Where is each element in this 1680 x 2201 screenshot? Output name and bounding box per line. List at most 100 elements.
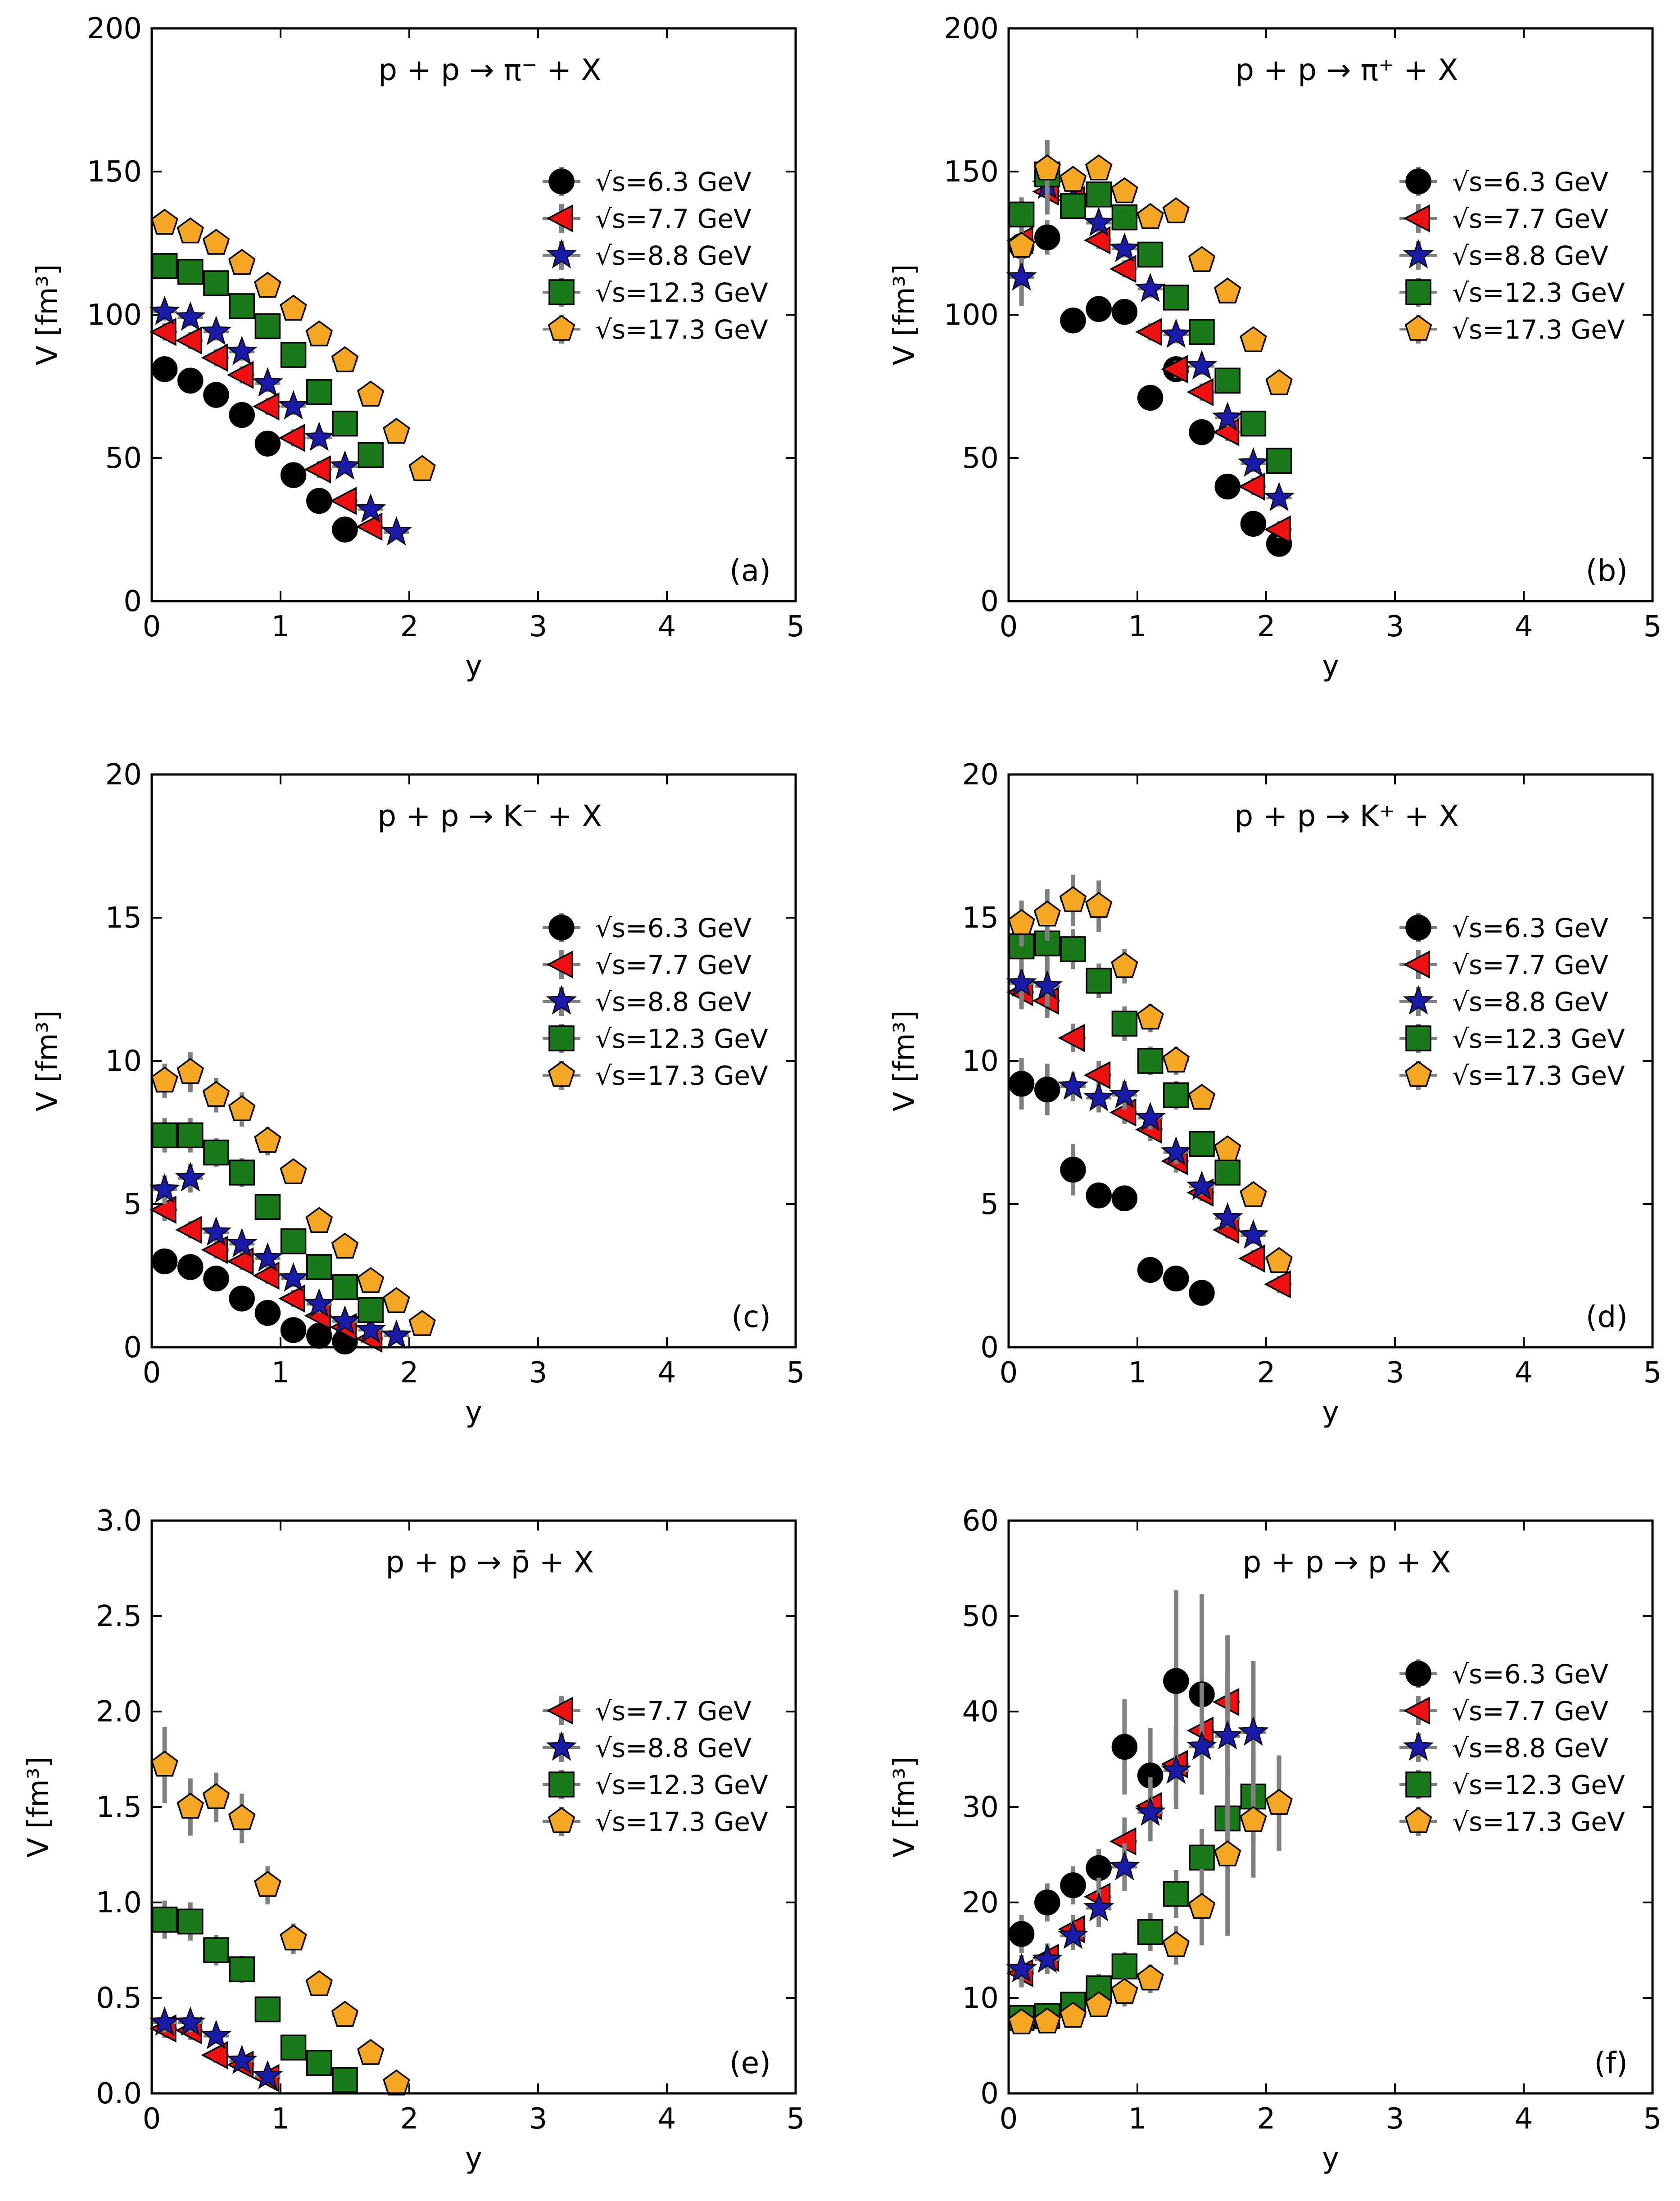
legend-label: √s=8.8 GeV xyxy=(595,987,752,1017)
data-point-triangle xyxy=(1083,1061,1111,1090)
data-point-star xyxy=(1160,1754,1192,1784)
panel-title: p + p → π⁺ + X xyxy=(1235,53,1458,87)
data-point-star xyxy=(1212,401,1243,431)
data-point-circle xyxy=(203,382,229,408)
data-point-star xyxy=(1083,1892,1114,1921)
data-point-square xyxy=(1240,410,1267,437)
data-point-star xyxy=(1032,1943,1063,1973)
y-tick-label: 50 xyxy=(962,1600,999,1633)
data-point-star xyxy=(278,1262,309,1292)
data-point-pentagon xyxy=(1085,1991,1113,2017)
data-point-star xyxy=(1238,447,1269,477)
data-point-star xyxy=(329,450,361,480)
data-point-star xyxy=(1212,1202,1243,1232)
x-tick-label: 3 xyxy=(1386,610,1404,643)
data-point-square xyxy=(306,2050,332,2076)
data-point-star xyxy=(1057,1920,1089,1949)
series xyxy=(1008,874,1293,1273)
data-point-circle xyxy=(1137,1257,1164,1283)
data-point-pentagon xyxy=(548,1061,575,1087)
data-point-star xyxy=(1403,1731,1434,1761)
panel-letter: (a) xyxy=(729,553,771,588)
panel-c: 0 1 2 3 4 5 0 5 10 15 20 y V [fm³] p + p → K⁻ + X (c) √… xyxy=(31,758,805,1429)
data-point-triangle xyxy=(1186,378,1214,406)
data-point-pentagon xyxy=(1188,1083,1216,1110)
data-point-square xyxy=(177,1122,204,1149)
y-tick-label: 1.0 xyxy=(96,1886,142,1920)
x-axis-label: y xyxy=(1322,2142,1339,2175)
data-point-star xyxy=(1186,350,1218,380)
series xyxy=(151,1900,358,2093)
legend: √s=6.3 GeV √s=7.7 GeV √s=8.8 GeV √s=12.3 Ge… xyxy=(543,167,768,345)
y-axis-label: V [fm³] xyxy=(888,264,921,366)
data-point-star xyxy=(175,2006,206,2036)
data-point-circle xyxy=(1060,307,1086,334)
data-point-square xyxy=(1086,181,1112,208)
data-point-star xyxy=(355,493,386,523)
legend-label: √s=8.8 GeV xyxy=(1452,987,1608,1017)
series xyxy=(1008,220,1292,557)
data-point-pentagon xyxy=(1265,369,1293,395)
y-tick-label: 15 xyxy=(105,901,142,935)
axes-frame xyxy=(150,1519,797,2095)
data-point-pentagon xyxy=(1162,1046,1190,1073)
data-point-star xyxy=(1032,970,1063,1000)
data-point-circle xyxy=(229,1286,255,1312)
data-point-pentagon xyxy=(228,1095,256,1121)
x-tick-label: 1 xyxy=(1128,610,1147,643)
legend-label: √s=6.3 GeV xyxy=(595,167,752,197)
data-point-square xyxy=(254,313,281,340)
data-point-square xyxy=(151,1907,178,1933)
data-point-pentagon xyxy=(1008,2008,1035,2034)
data-point-star xyxy=(1135,1102,1166,1132)
data-point-triangle xyxy=(175,1215,202,1244)
legend-label: √s=17.3 GeV xyxy=(1452,1060,1625,1091)
x-tick-label: 2 xyxy=(1257,610,1276,643)
data-point-star xyxy=(1109,1851,1140,1880)
series xyxy=(151,253,384,468)
data-point-star xyxy=(1263,481,1295,512)
data-point-pentagon xyxy=(1137,1003,1164,1030)
data-point-star xyxy=(252,367,283,397)
y-axis-label: V [fm³] xyxy=(22,1757,55,1858)
data-point-pentagon xyxy=(1085,892,1113,918)
legend-label: √s=12.3 GeV xyxy=(1452,1770,1625,1800)
x-tick-label: 1 xyxy=(272,2102,290,2136)
data-point-triangle xyxy=(1238,472,1265,501)
data-point-star xyxy=(1186,1730,1218,1760)
data-point-circle xyxy=(1163,1668,1189,1694)
data-point-circle xyxy=(1189,419,1215,445)
data-point-pentagon xyxy=(1033,154,1061,181)
data-point-square xyxy=(203,1139,229,1166)
data-point-circle xyxy=(1189,1280,1215,1306)
data-point-pentagon xyxy=(254,1870,281,1897)
data-point-pentagon xyxy=(1059,2002,1087,2028)
series xyxy=(149,317,384,541)
y-tick-label: 0.5 xyxy=(96,1982,142,2015)
data-point-star xyxy=(329,1305,361,1335)
x-axis-label: y xyxy=(465,1395,482,1429)
x-tick-label: 4 xyxy=(1515,2102,1533,2136)
data-point-star xyxy=(1057,1070,1089,1100)
data-point-square xyxy=(229,293,255,319)
data-point-circle xyxy=(1008,1921,1035,1947)
data-point-star xyxy=(1083,207,1114,236)
x-tick-label: 0 xyxy=(1000,610,1018,643)
legend-label: √s=17.3 GeV xyxy=(1452,314,1625,345)
data-point-circle xyxy=(151,356,178,382)
data-point-triangle xyxy=(1238,1244,1265,1273)
y-tick-label: 2.0 xyxy=(96,1695,142,1729)
data-point-pentagon xyxy=(408,455,436,481)
legend: √s=6.3 GeV √s=7.7 GeV √s=8.8 GeV √s=12.3 Ge… xyxy=(1399,167,1625,345)
data-point-pentagon xyxy=(305,1970,333,1997)
data-point-pentagon xyxy=(1111,177,1138,204)
data-point-square xyxy=(1214,1159,1241,1186)
series xyxy=(151,1248,358,1355)
data-point-square xyxy=(1137,1048,1164,1074)
data-point-square xyxy=(1163,1881,1189,1907)
data-point-triangle xyxy=(1403,1696,1431,1725)
legend: √s=6.3 GeV √s=7.7 GeV √s=8.8 GeV √s=12.3 Ge… xyxy=(1399,1659,1625,1837)
data-point-square xyxy=(1163,285,1189,311)
data-point-square xyxy=(229,1956,255,1983)
panel-title: p + p → π⁻ + X xyxy=(378,53,601,87)
